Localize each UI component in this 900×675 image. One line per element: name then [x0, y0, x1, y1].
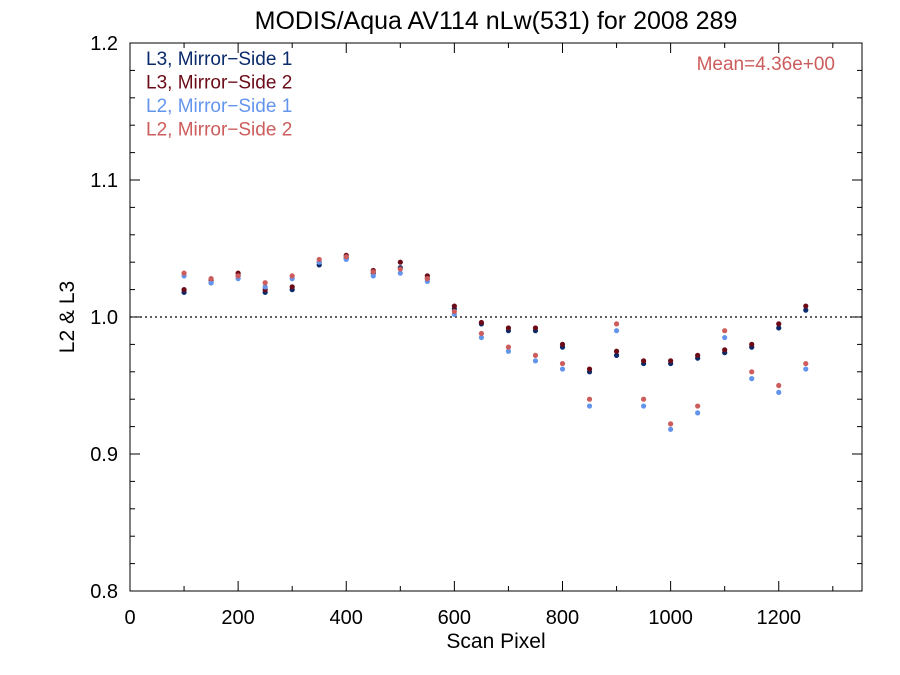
data-point-series-3	[722, 334, 728, 341]
data-point-series-3	[208, 280, 214, 286]
data-point-series-4	[722, 328, 728, 334]
data-point-series-2	[640, 358, 647, 364]
legend-entry: L3, Mirror−Side 1	[146, 49, 292, 70]
y-tick-label: 0.8	[90, 581, 118, 603]
axis-ticks: 0 200 400 600 800 1000 1200 0.8 0.9 1.0 1.1 1.2	[90, 33, 862, 629]
data-point-series-2	[532, 325, 539, 331]
data-point-series-2	[451, 303, 457, 309]
data-point-series-4	[749, 369, 755, 375]
data-point-series-4	[668, 421, 674, 427]
data-point-series-2	[722, 347, 728, 353]
data-point-series-3	[262, 284, 268, 290]
chart-title: MODIS/Aqua AV114 nLw(531) for 2008 289	[255, 7, 738, 35]
data-point-series-4	[451, 308, 457, 315]
data-point-series-3	[613, 328, 620, 334]
y-tick-label: 1.1	[90, 170, 118, 192]
x-tick-label: 800	[546, 607, 579, 629]
legend-entry: L2, Mirror−Side 1	[146, 96, 292, 117]
data-point-series-4	[695, 403, 701, 409]
data-point-series-3	[397, 270, 403, 276]
data-point-series-3	[505, 348, 512, 354]
x-tick-label: 400	[330, 607, 363, 629]
y-tick-label: 1.2	[90, 33, 118, 55]
data-point-series-3	[370, 273, 376, 279]
data-point-series-4	[370, 269, 376, 275]
data-point-series-4	[181, 270, 187, 276]
legend: L3, Mirror−Side 1L3, Mirror−Side 2L2, Mi…	[146, 49, 292, 141]
data-point-series-3	[668, 426, 674, 432]
data-point-series-2	[559, 341, 566, 347]
data-point-series-3	[749, 376, 755, 382]
y-tick-label: 1.0	[90, 307, 118, 329]
x-tick-label: 0	[124, 607, 135, 629]
legend-entry: L3, Mirror−Side 2	[146, 73, 292, 94]
data-point-series-4	[424, 276, 430, 282]
data-point-series-3	[640, 403, 647, 409]
data-point-series-4	[613, 321, 620, 327]
data-point-series-2	[749, 341, 755, 347]
data-point-series-1	[776, 325, 782, 331]
legend-entry: L2, Mirror−Side 2	[146, 120, 292, 141]
data-point-series-2	[289, 284, 295, 290]
data-point-series-4	[397, 266, 403, 272]
data-point-series-3	[559, 366, 566, 372]
data-point-series-4	[803, 360, 809, 367]
data-points	[181, 252, 809, 432]
data-point-series-4	[343, 254, 349, 260]
data-point-series-2	[613, 348, 620, 354]
x-tick-label: 1000	[648, 607, 693, 629]
data-point-series-4	[776, 382, 782, 389]
data-point-series-4	[235, 273, 241, 279]
mean-annotation: Mean=4.36e+00	[697, 54, 835, 75]
y-axis-label: L2 & L3	[56, 281, 79, 353]
y-tick-label: 0.9	[90, 444, 118, 466]
data-point-series-2	[478, 319, 485, 326]
data-point-series-2	[668, 358, 674, 364]
data-point-series-3	[695, 410, 701, 416]
data-point-series-4	[532, 352, 539, 358]
data-point-series-3	[586, 403, 593, 409]
data-point-series-4	[262, 280, 268, 286]
data-point-series-3	[532, 358, 539, 364]
data-point-series-3	[478, 334, 485, 341]
data-point-series-3	[776, 389, 782, 395]
data-point-series-4	[289, 273, 295, 279]
data-point-series-2	[505, 325, 512, 331]
data-point-series-2	[397, 259, 403, 265]
data-point-series-2	[695, 352, 701, 358]
data-point-series-2	[776, 321, 782, 327]
data-point-series-2	[586, 366, 593, 372]
data-point-series-4	[640, 396, 647, 402]
data-point-series-4	[478, 330, 485, 337]
x-tick-label: 600	[438, 607, 471, 629]
data-point-series-4	[559, 360, 566, 367]
data-point-series-4	[505, 344, 512, 350]
x-axis-label: Scan Pixel	[446, 630, 545, 653]
data-point-series-4	[208, 276, 214, 282]
data-point-series-2	[803, 303, 809, 309]
x-tick-label: 1200	[756, 607, 801, 629]
data-point-series-4	[586, 396, 593, 402]
data-point-series-3	[803, 366, 809, 372]
data-point-series-1	[803, 307, 809, 313]
data-point-series-1	[613, 352, 620, 358]
data-point-series-2	[181, 287, 187, 293]
data-point-series-4	[316, 256, 322, 263]
x-tick-label: 200	[221, 607, 254, 629]
